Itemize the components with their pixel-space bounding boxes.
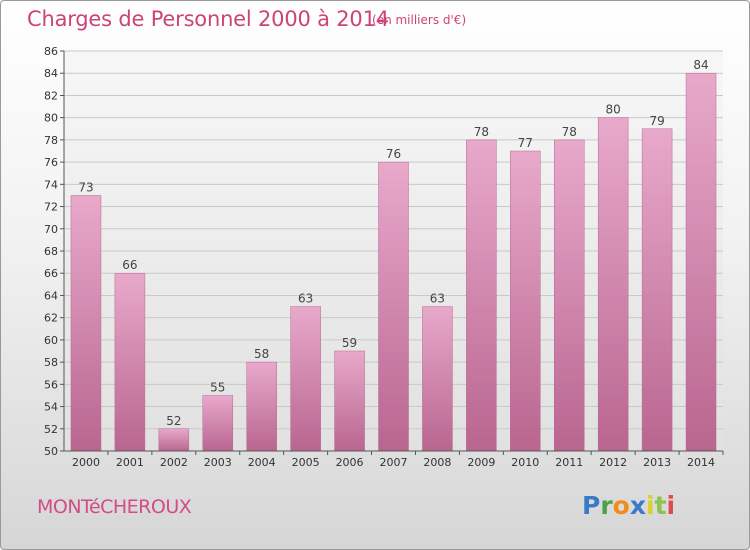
data-label: 52 <box>166 414 181 428</box>
bar-2008 <box>422 306 453 452</box>
data-label: 80 <box>606 103 621 117</box>
bar-2005 <box>290 306 321 452</box>
bar-2009 <box>466 139 497 452</box>
y-axis: 50 52 54 56 58 60 62 64 66 68 70 72 74 76 78 80 82 84 86 <box>44 45 65 458</box>
chart-subtitle: (en milliers d'€) <box>372 13 467 27</box>
y-tick-label: 78 <box>44 134 58 147</box>
data-label: 84 <box>693 58 708 72</box>
y-tick-label: 68 <box>44 245 58 258</box>
y-tick-label: 60 <box>44 334 58 347</box>
bar-2006 <box>334 350 365 452</box>
logo-letter: i <box>646 491 655 520</box>
x-axis: 2000 2001 2002 2003 2004 2005 2006 2007 2008 2009… <box>64 450 724 469</box>
logo-letter: t <box>654 491 667 520</box>
y-tick-label: 56 <box>44 378 58 391</box>
x-tick-label: 2001 <box>116 456 144 469</box>
y-tick-label: 70 <box>44 223 58 236</box>
x-tick-label: 2008 <box>423 456 451 469</box>
x-tick-label: 2013 <box>643 456 671 469</box>
bar-2013 <box>641 128 673 452</box>
data-labels: 73 66 52 55 58 63 59 76 63 78 77 78 80 79 84 <box>78 58 708 428</box>
y-tick-label: 62 <box>44 312 58 325</box>
data-label: 58 <box>254 347 269 361</box>
bar-2000 <box>70 195 102 452</box>
proxiti-logo: Proxiti <box>582 491 675 520</box>
x-tick-label: 2010 <box>511 456 539 469</box>
logo-letter: P <box>582 491 601 520</box>
logo-letter: r <box>600 491 613 520</box>
y-tick-label: 66 <box>44 267 58 280</box>
logo-letter: x <box>629 491 646 520</box>
bar-2004 <box>246 361 277 452</box>
y-tick-label: 50 <box>44 445 58 458</box>
x-tick-label: 2003 <box>204 456 232 469</box>
y-tick-label: 64 <box>44 289 58 302</box>
x-tick-label: 2011 <box>555 456 583 469</box>
x-tick-label: 2006 <box>336 456 364 469</box>
data-label: 78 <box>562 125 577 139</box>
bar-2001 <box>114 272 146 452</box>
data-label: 79 <box>649 114 664 128</box>
x-tick-label: 2012 <box>599 456 627 469</box>
data-label: 55 <box>210 380 225 394</box>
y-tick-label: 86 <box>44 45 58 58</box>
y-tick-label: 52 <box>44 423 58 436</box>
y-tick-label: 84 <box>44 67 58 80</box>
bar-2007 <box>378 161 409 452</box>
logo-letter: i <box>666 491 676 520</box>
data-label: 73 <box>78 180 93 194</box>
x-tick-label: 2002 <box>160 456 188 469</box>
bar-2010 <box>510 150 541 452</box>
y-tick-label: 76 <box>44 156 58 169</box>
x-tick-label: 2014 <box>687 456 715 469</box>
x-tick-label: 2009 <box>467 456 495 469</box>
data-label: 77 <box>518 136 533 150</box>
y-tick-label: 82 <box>44 89 58 102</box>
data-label: 63 <box>430 292 445 306</box>
bars <box>70 72 717 452</box>
data-label: 59 <box>342 336 357 350</box>
y-tick-label: 58 <box>44 356 58 369</box>
data-label: 66 <box>122 258 137 272</box>
y-tick-label: 54 <box>44 401 58 414</box>
bar-2002 <box>158 428 190 452</box>
bar-2003 <box>202 395 234 452</box>
bar-2011 <box>553 139 585 452</box>
y-tick-label: 74 <box>44 178 58 191</box>
y-tick-label: 80 <box>44 112 58 125</box>
logo-letter: o <box>612 491 630 520</box>
data-label: 76 <box>386 147 401 161</box>
chart-title: Charges de Personnel 2000 à 2014 <box>27 7 389 31</box>
x-tick-label: 2000 <box>72 456 100 469</box>
bar-2012 <box>597 117 629 452</box>
x-tick-label: 2005 <box>292 456 320 469</box>
x-tick-label: 2007 <box>380 456 408 469</box>
bar-2014 <box>685 72 717 452</box>
data-label: 78 <box>474 125 489 139</box>
data-label: 63 <box>298 292 313 306</box>
commune-name: MONTéCHEROUX <box>37 496 192 518</box>
x-tick-label: 2004 <box>248 456 276 469</box>
y-tick-label: 72 <box>44 201 58 214</box>
